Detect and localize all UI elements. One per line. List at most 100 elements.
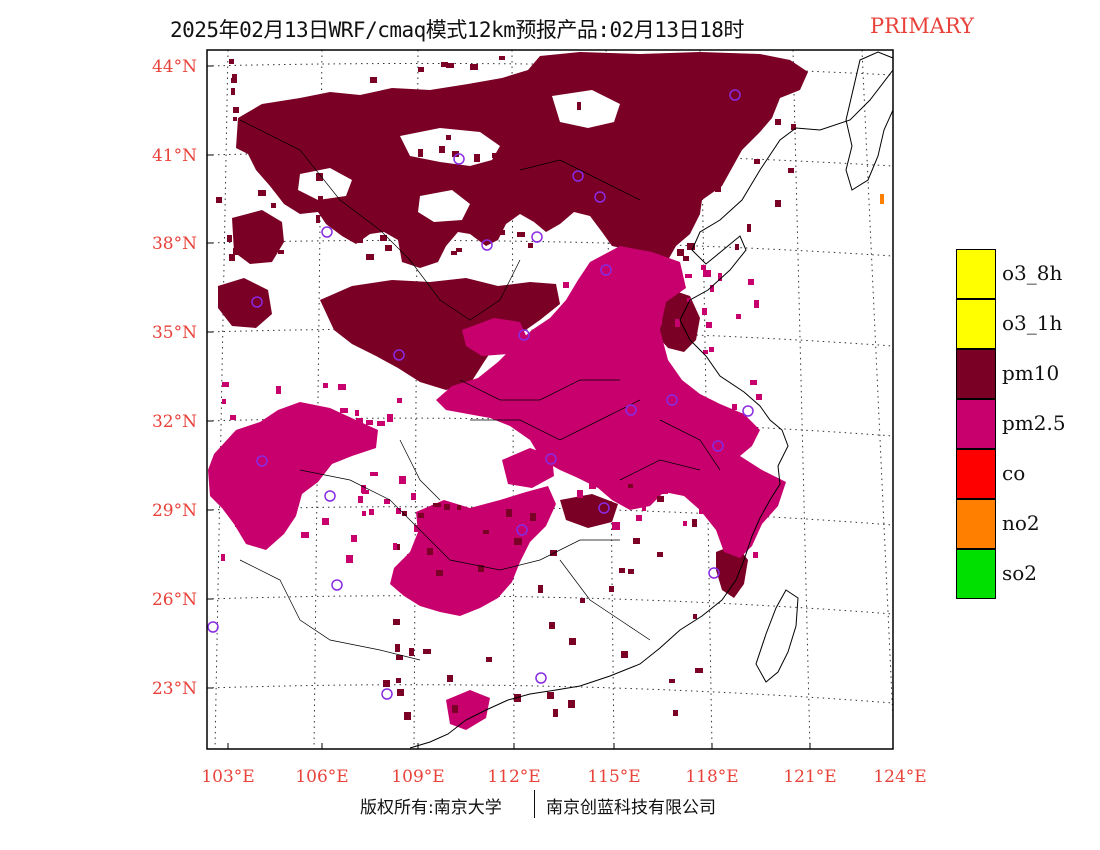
speckle-pixel (418, 513, 424, 518)
speckle-pixel (383, 680, 390, 687)
lon-label: 109°E (391, 767, 444, 787)
speckle-pixel (598, 462, 604, 467)
station-marker (481, 239, 493, 251)
speckle-pixel (369, 509, 374, 515)
speckle-pixel (399, 476, 406, 484)
meridian-121 (792, 49, 811, 750)
speckle-pixel (732, 404, 737, 410)
speckle-pixel (791, 124, 796, 130)
parallel-26 (206, 595, 894, 615)
speckle-pixel (693, 614, 697, 619)
speckle-pixel (327, 95, 331, 100)
speckle-pixel (735, 244, 739, 250)
speckle-pixel (276, 520, 282, 524)
lon-label: 115°E (587, 767, 640, 787)
station-marker (729, 89, 741, 101)
korea-outline (845, 51, 894, 191)
credit-separator (534, 790, 535, 818)
speckle-pixel (418, 149, 423, 157)
legend-item: no2 (956, 499, 1100, 549)
legend-label: o3_8h (1002, 261, 1063, 285)
pm25-region (208, 246, 786, 730)
station-marker (545, 453, 557, 465)
speckle-pixel (623, 205, 629, 211)
speckle-pixel (612, 522, 620, 530)
legend-label: no2 (1002, 511, 1040, 535)
pm10-region (218, 52, 808, 598)
speckle-pixel (345, 145, 349, 150)
speckle-pixel (517, 232, 525, 237)
speckle-pixel (402, 511, 407, 516)
speckle-pixel (233, 248, 239, 255)
speckle-pixel (596, 298, 602, 303)
speckle-pixel (393, 543, 397, 550)
speckle-pixel (252, 478, 260, 484)
parallel-35 (206, 328, 894, 347)
station-marker (708, 567, 720, 579)
speckle-pixel (397, 398, 402, 403)
speckle-pixel (447, 675, 453, 682)
speckle-pixel (362, 511, 366, 516)
lat-label: 29°N (152, 501, 197, 521)
speckle-pixel (712, 486, 718, 492)
station-marker (535, 672, 547, 684)
speckle-pixel (754, 159, 760, 164)
speckle-pixel (278, 250, 284, 254)
speckle-pixel (514, 694, 521, 702)
speckle-pixel (748, 279, 754, 285)
speckle-pixel (251, 229, 257, 235)
speckle-pixel (231, 88, 235, 95)
speckle-pixel (673, 710, 678, 716)
speckle-pixel (230, 465, 238, 470)
speckle-pixel (411, 493, 416, 500)
station-marker (666, 394, 678, 406)
speckle-pixel (582, 177, 590, 182)
speckle-pixel (605, 392, 610, 396)
speckle-pixel (276, 386, 281, 394)
speckle-pixel (744, 84, 749, 90)
lon-label: 112°E (487, 767, 540, 787)
clear-patch-4 (418, 190, 470, 222)
speckle-pixel (657, 496, 664, 502)
speckle-pixel (253, 112, 257, 117)
speckle-pixel (366, 420, 373, 425)
speckle-pixel (775, 200, 781, 207)
speckle-pixel (731, 461, 736, 468)
speckle-pixel (222, 382, 229, 387)
speckle-pixel (465, 108, 470, 114)
speckle-pixel (633, 538, 640, 544)
pm10-area-sw-patch (218, 278, 272, 328)
speckle-pixel (628, 179, 632, 184)
speckle-pixel (568, 700, 575, 708)
province-lines (239, 119, 721, 661)
station-marker (207, 621, 219, 633)
legend-item: co (956, 449, 1100, 499)
legend-label: so2 (1002, 561, 1038, 585)
speckle-pixel (404, 712, 411, 720)
speckle-pixel (665, 422, 670, 428)
longitude-labels: 103°E 106°E 109°E 112°E 115°E 118°E 121°E 124°E (201, 767, 926, 787)
speckle-pixel (230, 415, 236, 420)
pm25-area-sichuan (208, 402, 378, 550)
speckle-pixel (407, 554, 413, 562)
lon-label: 106°E (295, 767, 348, 787)
speckle-pixel (396, 508, 401, 514)
pm25-area-henan (462, 318, 528, 356)
speckle-pixel (703, 130, 709, 137)
speckle-pixel (706, 322, 712, 328)
speckle-pixel (672, 281, 677, 287)
speckle-pixel (547, 692, 554, 699)
speckle-pixel (788, 168, 794, 173)
speckle-pixel (222, 399, 226, 404)
station-marker (256, 455, 268, 467)
speckle-pixel (418, 67, 424, 72)
speckle-pixel (395, 644, 400, 652)
speckle-pixel (516, 89, 522, 95)
speckle-pixel (232, 74, 237, 81)
speckle-pixel (457, 505, 461, 510)
speckle-pixel (384, 130, 391, 136)
speckle-pixel (316, 105, 323, 109)
speckle-pixel (384, 499, 390, 504)
speckle-pixel (423, 649, 431, 654)
title-text: 2025年02月13日WRF/cmaq模式12km预报产品:02月13日18时 (170, 18, 744, 42)
